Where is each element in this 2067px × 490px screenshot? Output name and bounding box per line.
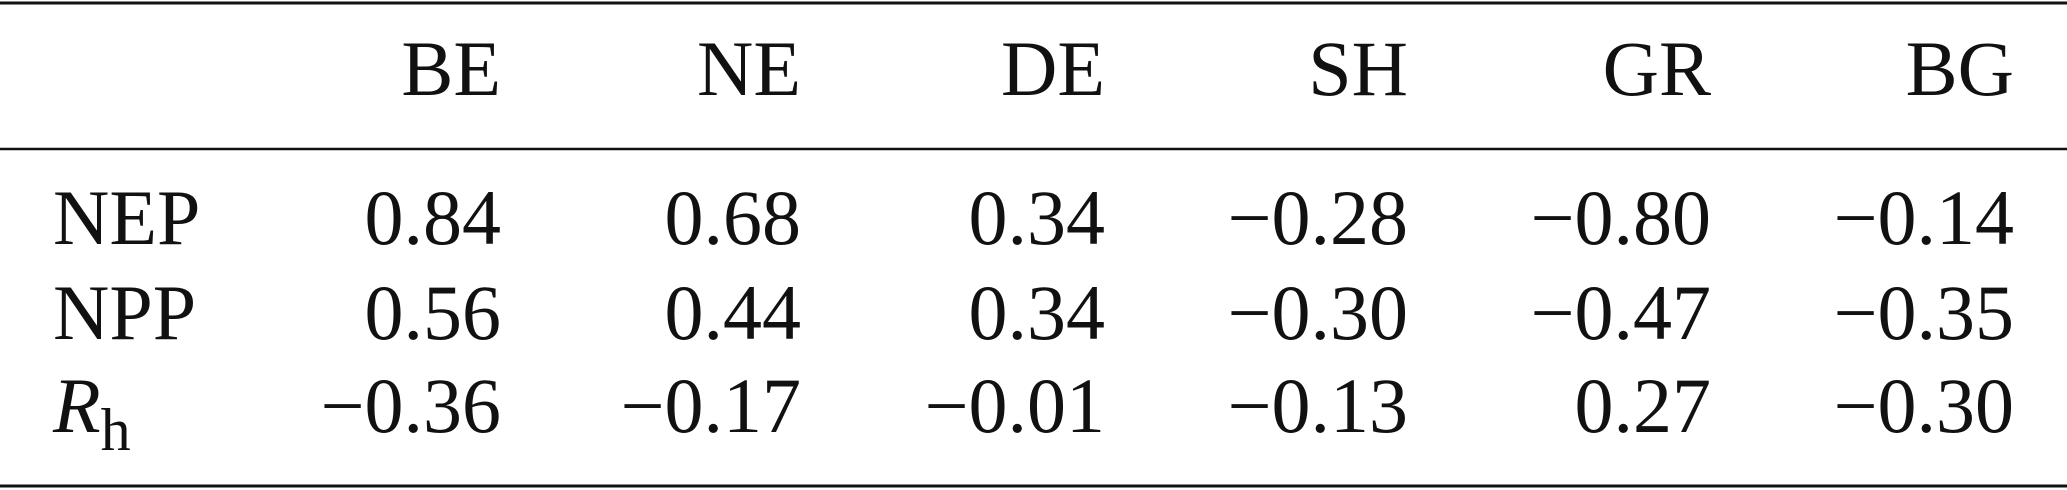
cell: −0.28 — [1228, 174, 1409, 261]
column-header: BE — [401, 25, 501, 112]
row-label: NEP — [53, 174, 200, 261]
column-header: SH — [1308, 25, 1408, 112]
column-header: BG — [1906, 25, 2014, 112]
cell: 0.56 — [365, 269, 502, 356]
row-label-main: R — [52, 362, 101, 449]
cell: −0.14 — [1834, 174, 2015, 261]
row-label: Rh — [52, 362, 131, 463]
cell: 0.44 — [665, 269, 802, 356]
cell: −0.30 — [1834, 362, 2015, 449]
cell: −0.13 — [1228, 362, 1409, 449]
cell: −0.30 — [1228, 269, 1409, 356]
row-label: NPP — [53, 269, 196, 356]
cell: 0.34 — [969, 174, 1106, 261]
column-header: GR — [1603, 25, 1711, 112]
cell: −0.35 — [1834, 269, 2015, 356]
cell: 0.27 — [1575, 362, 1712, 449]
column-header: DE — [1001, 25, 1105, 112]
cell: −0.47 — [1531, 269, 1712, 356]
row-label-sub: h — [101, 397, 131, 463]
cell: 0.84 — [365, 174, 502, 261]
cell: −0.01 — [925, 362, 1106, 449]
column-header: NE — [697, 25, 801, 112]
cell: −0.17 — [621, 362, 802, 449]
cell: 0.34 — [969, 269, 1106, 356]
cell: 0.68 — [665, 174, 802, 261]
cell: −0.36 — [321, 362, 502, 449]
cell: −0.80 — [1531, 174, 1712, 261]
